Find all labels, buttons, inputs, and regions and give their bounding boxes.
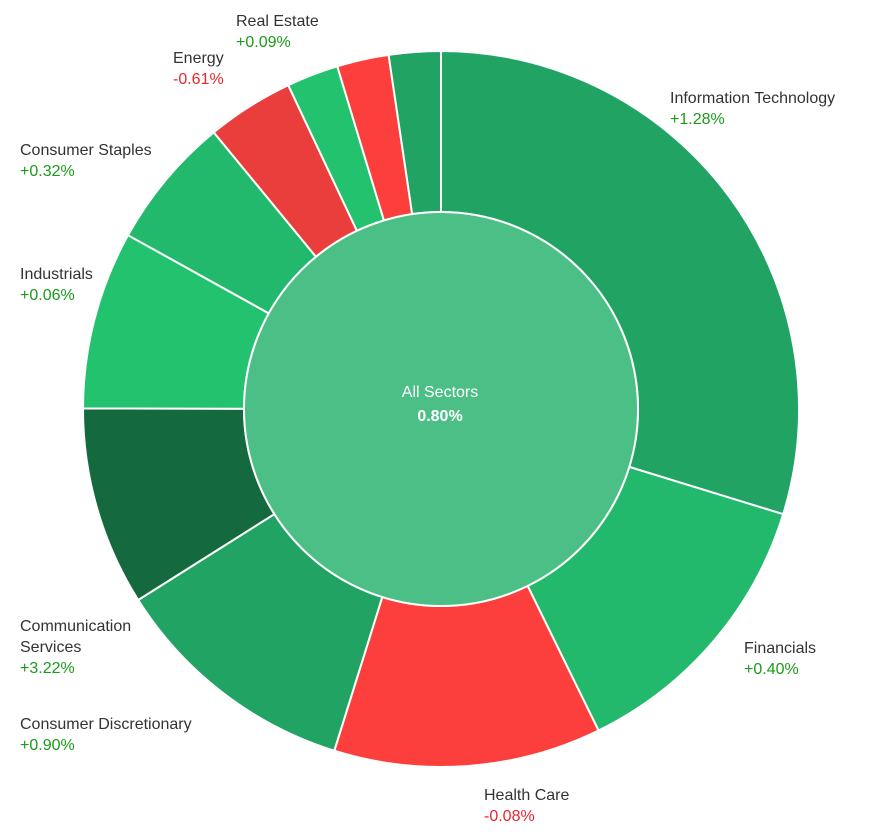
label-energy: Energy -0.61%: [173, 48, 224, 90]
label-information-technology: Information Technology +1.28%: [670, 88, 835, 130]
sector-change: +0.09%: [236, 34, 291, 51]
sector-name: Energy: [173, 50, 224, 67]
label-consumer-staples: Consumer Staples +0.32%: [20, 140, 152, 182]
label-real-estate: Real Estate +0.09%: [236, 11, 319, 53]
sector-change: +0.90%: [20, 737, 75, 754]
label-communication-services: Communication Services +3.22%: [20, 616, 170, 679]
sector-change: +0.40%: [744, 661, 799, 678]
sector-name: Health Care: [484, 787, 570, 804]
sector-name: Financials: [744, 640, 817, 657]
sector-change: +1.28%: [670, 111, 725, 128]
center-circle[interactable]: [243, 211, 639, 607]
sector-change: -0.61%: [173, 71, 224, 88]
sector-change: +0.32%: [20, 163, 75, 180]
sector-name: Consumer Discretionary: [20, 716, 192, 733]
sector-name: Information Technology: [670, 90, 836, 107]
label-financials: Financials +0.40%: [744, 638, 816, 680]
sector-name: Real Estate: [236, 13, 319, 30]
sector-change: +0.06%: [20, 287, 75, 304]
sector-change: +3.22%: [20, 660, 75, 677]
sector-change: -0.08%: [484, 808, 535, 825]
sector-name: Consumer Staples: [20, 142, 152, 159]
label-health-care: Health Care -0.08%: [484, 785, 569, 827]
sector-name: Industrials: [20, 266, 93, 283]
sector-name: Communication Services: [20, 618, 132, 656]
center-value: 0.80%: [417, 408, 463, 425]
center-title: All Sectors: [401, 384, 479, 401]
label-industrials: Industrials +0.06%: [20, 264, 93, 306]
label-consumer-discretionary: Consumer Discretionary +0.90%: [20, 714, 192, 756]
